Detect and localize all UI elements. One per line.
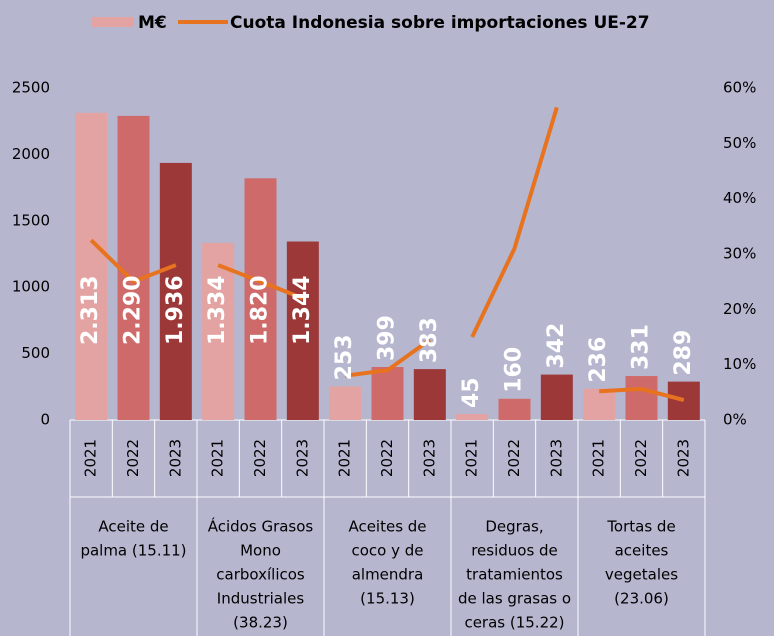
bar: [625, 376, 658, 420]
data-label: 383: [417, 317, 442, 363]
bar: [117, 115, 150, 420]
y2-tick-label: 40%: [723, 189, 756, 207]
data-label: 2.313: [78, 275, 103, 345]
x-tick-label: 2022: [124, 439, 142, 477]
x-tick-label: 2021: [209, 439, 227, 477]
group-label: Aceite de: [98, 518, 168, 536]
data-label: 289: [671, 330, 696, 376]
group-label: de las grasas o: [458, 590, 571, 608]
line-series: [599, 387, 685, 403]
x-tick-label: 2022: [378, 439, 396, 477]
x-tick-label: 2022: [251, 439, 269, 477]
data-label: 160: [502, 347, 527, 393]
data-label: 45: [459, 377, 484, 408]
x-tick-label: 2023: [674, 439, 692, 477]
bar: [540, 374, 573, 420]
bar: [667, 381, 700, 420]
x-tick-label: 2021: [590, 439, 608, 477]
group-label: Ácidos Grasos: [208, 517, 314, 536]
y2-tick-label: 20%: [723, 300, 756, 318]
data-label: 236: [586, 337, 611, 383]
data-label: 342: [544, 323, 569, 369]
x-tick-label: 2023: [166, 439, 184, 477]
line-series: [217, 263, 304, 301]
bar: [202, 242, 235, 420]
y2-tick-label: 60%: [723, 79, 756, 97]
group-label: tratamientos: [466, 566, 563, 584]
bar: [371, 367, 404, 420]
line-series: [89, 238, 177, 284]
line-series: [470, 106, 559, 338]
bar: [244, 178, 277, 420]
group-label: coco y de: [351, 542, 423, 560]
group-label: (15.13): [360, 590, 415, 608]
group-label: vegetales: [605, 566, 678, 584]
data-label: 1.820: [248, 275, 273, 345]
group-label: residuos de: [471, 542, 558, 560]
y2-tick-label: 10%: [723, 355, 756, 373]
bar: [329, 386, 362, 420]
data-label: 2.290: [121, 275, 146, 345]
data-label: 1.344: [290, 275, 315, 345]
group-label: (23.06): [614, 590, 669, 608]
group-label: Industriales: [217, 590, 305, 608]
bar: [413, 369, 446, 420]
x-tick-label: 2021: [82, 439, 100, 477]
bar: [456, 414, 489, 420]
x-tick-label: 2022: [505, 439, 523, 477]
bar: [498, 398, 531, 420]
group-label: Aceites de: [348, 518, 426, 536]
y-tick-label: 500: [21, 344, 50, 362]
group-label: ceras (15.22): [464, 614, 564, 632]
bar: [286, 241, 319, 420]
data-label: 253: [332, 334, 357, 380]
x-tick-label: 2023: [547, 439, 565, 477]
x-tick-label: 2021: [336, 439, 354, 477]
y2-tick-label: 50%: [723, 134, 756, 152]
x-tick-label: 2021: [463, 439, 481, 477]
y-tick-label: 1000: [12, 278, 50, 296]
legend-swatch: [92, 17, 134, 27]
data-label: 1.936: [163, 275, 188, 345]
y-tick-label: 2000: [12, 145, 50, 163]
y2-tick-label: 30%: [723, 245, 756, 263]
line-series: [344, 338, 432, 378]
group-label: Mono: [240, 542, 281, 560]
y2-tick-label: 0%: [723, 411, 747, 429]
group-label: almendra: [352, 566, 424, 584]
data-label: 399: [375, 315, 400, 361]
x-tick-label: 2023: [420, 439, 438, 477]
data-label: 1.334: [205, 275, 230, 345]
legend-label: Cuota Indonesia sobre importaciones UE-2…: [230, 13, 650, 33]
y-tick-label: 0: [40, 411, 50, 429]
group-label: (38.23): [233, 614, 288, 632]
legend-label: M€: [138, 13, 167, 33]
group-label: aceites: [615, 542, 669, 560]
group-label: palma (15.11): [80, 542, 186, 560]
y-tick-label: 1500: [12, 211, 50, 229]
data-label: 331: [629, 324, 654, 370]
x-tick-label: 2022: [632, 439, 650, 477]
bar: [159, 162, 192, 420]
x-tick-label: 2023: [293, 439, 311, 477]
group-label: Tortas de: [606, 518, 675, 536]
bar: [583, 388, 616, 420]
group-label: Degras,: [485, 518, 543, 536]
bar: [75, 112, 108, 420]
group-label: carboxílicos: [216, 566, 305, 584]
y-tick-label: 2500: [12, 79, 50, 97]
